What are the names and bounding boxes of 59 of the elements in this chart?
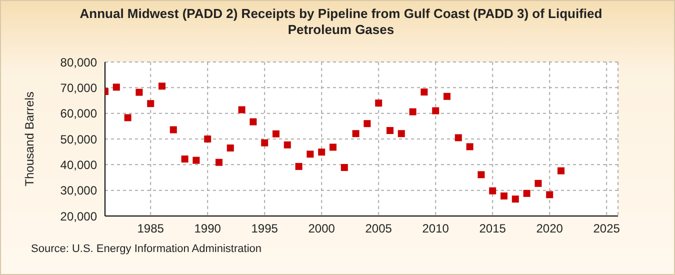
- source-note: Source: U.S. Energy Information Administration: [31, 243, 262, 255]
- point: [466, 143, 474, 150]
- point: [112, 84, 120, 91]
- point: [444, 92, 450, 100]
- point: [420, 88, 428, 96]
- point: [250, 118, 257, 126]
- point: [352, 130, 360, 138]
- point: [364, 120, 371, 128]
- point: [124, 114, 132, 122]
- x-tick-label: 2000: [308, 222, 336, 236]
- point: [284, 141, 291, 148]
- point: [261, 139, 268, 146]
- x-tick-label: 2010: [422, 222, 450, 236]
- point: [238, 106, 246, 114]
- point: [409, 108, 416, 116]
- point: [192, 156, 200, 164]
- x-tick-label: 1990: [194, 222, 222, 236]
- point: [272, 130, 280, 138]
- point: [226, 144, 234, 152]
- point: [534, 180, 542, 187]
- x-tick-label: 2025: [593, 222, 620, 236]
- point: [136, 88, 143, 96]
- x-tick-label: 1985: [137, 222, 164, 236]
- point: [216, 158, 222, 166]
- x-tick-label: 2020: [536, 222, 564, 236]
- x-tick-label: 2005: [365, 222, 392, 236]
- point: [523, 190, 530, 197]
- point: [478, 171, 485, 178]
- point: [398, 130, 405, 138]
- x-tick-label: 1995: [251, 222, 278, 236]
- point: [318, 148, 326, 156]
- chart-title: Annual Midwest (PADD 2) Receipts by Pipeline from Gulf Coast (PADD 3) of Liquified Petroleum Gases: [78, 6, 604, 38]
- point: [330, 144, 336, 151]
- y-tick-label: 70,000: [60, 80, 98, 95]
- y-tick-label: 30,000: [60, 184, 98, 198]
- point: [340, 164, 348, 171]
- point: [500, 192, 508, 200]
- point: [386, 127, 394, 134]
- point: [558, 167, 564, 174]
- y-tick-label: 80,000: [60, 55, 98, 70]
- point: [306, 150, 314, 158]
- y-axis-title: Thousand Barrels: [22, 92, 36, 186]
- point: [375, 100, 382, 107]
- x-tick-label: 2015: [479, 222, 506, 236]
- point: [454, 134, 462, 142]
- point: [204, 136, 212, 142]
- point: [546, 191, 554, 198]
- y-tick-label: 40,000: [60, 158, 98, 172]
- point: [170, 126, 177, 134]
- point: [147, 100, 154, 108]
- y-tick-label: 60,000: [60, 106, 98, 121]
- point: [512, 196, 519, 203]
- point: [181, 156, 188, 163]
- point: [489, 187, 496, 194]
- point: [432, 107, 440, 114]
- y-tick-label: 20,000: [60, 209, 98, 224]
- point: [158, 82, 166, 90]
- y-tick-label: 50,000: [60, 132, 98, 146]
- point: [295, 162, 302, 170]
